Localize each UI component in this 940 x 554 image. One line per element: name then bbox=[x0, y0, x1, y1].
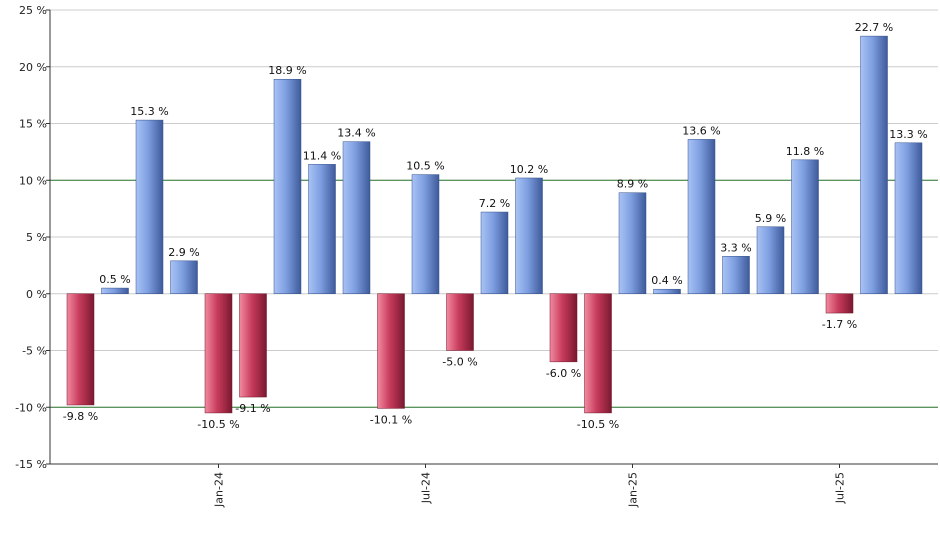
x-tick-label: Jan-25 bbox=[627, 472, 640, 508]
bar-negative bbox=[584, 293, 612, 414]
bar-value-label: 2.9 % bbox=[168, 246, 199, 259]
bar-positive bbox=[135, 119, 164, 294]
bar-positive bbox=[515, 177, 543, 294]
bar-positive bbox=[756, 226, 785, 294]
bar-value-label: 15.3 % bbox=[130, 105, 168, 118]
bar-negative bbox=[446, 293, 474, 351]
bar-positive bbox=[308, 164, 336, 294]
bar-positive bbox=[894, 142, 923, 294]
y-tick-label: 0 % bbox=[26, 288, 47, 301]
bar-positive bbox=[480, 211, 509, 294]
bar-value-label: 11.8 % bbox=[786, 145, 824, 158]
bar-value-label: -1.7 % bbox=[822, 318, 857, 331]
bar-positive bbox=[860, 35, 888, 294]
y-tick-label: 5 % bbox=[26, 231, 47, 244]
bar-value-label: 10.5 % bbox=[406, 160, 444, 173]
bar-value-label: -9.8 % bbox=[63, 410, 98, 423]
bar-value-label: -10.5 % bbox=[577, 418, 619, 431]
bar-value-label: -10.5 % bbox=[197, 418, 239, 431]
bar-positive bbox=[273, 78, 302, 294]
bar-negative bbox=[204, 293, 233, 414]
bars bbox=[66, 35, 923, 414]
y-tick-label: 20 % bbox=[19, 61, 47, 74]
bar-positive bbox=[618, 192, 647, 294]
y-tick-label: -10 % bbox=[15, 401, 47, 414]
bar-negative bbox=[66, 293, 95, 406]
bar-value-label: 8.9 % bbox=[617, 178, 648, 191]
bar-value-label: 3.3 % bbox=[720, 241, 751, 254]
bar-positive bbox=[722, 256, 750, 295]
bar-value-label: 13.3 % bbox=[889, 128, 927, 141]
bar-negative bbox=[239, 293, 267, 398]
bar-value-label: 13.4 % bbox=[337, 127, 375, 140]
bar-positive bbox=[170, 260, 198, 294]
y-tick-label: -5 % bbox=[22, 345, 47, 358]
bar-positive bbox=[411, 174, 440, 294]
value-labels: -9.8 % 0.5 % 15.3 % 2.9 % -10.5 % -9.1 % 18.9 … bbox=[63, 21, 928, 431]
reference-lines bbox=[50, 179, 938, 408]
bar-negative bbox=[549, 293, 578, 363]
bar-positive bbox=[653, 288, 681, 294]
bar-positive bbox=[791, 159, 819, 294]
bar-value-label: 13.6 % bbox=[682, 124, 720, 137]
bar-value-label: 5.9 % bbox=[755, 212, 786, 225]
y-tick-label: 25 % bbox=[19, 4, 47, 17]
bar-value-label: -10.1 % bbox=[370, 413, 412, 426]
y-tick-label: -15 % bbox=[15, 458, 47, 471]
bar-positive bbox=[687, 139, 716, 294]
bar-value-label: -9.1 % bbox=[235, 402, 270, 415]
bar-value-label: 10.2 % bbox=[510, 163, 548, 176]
bar-positive bbox=[342, 141, 371, 294]
bar-value-label: 18.9 % bbox=[268, 64, 306, 77]
bar-negative bbox=[825, 293, 854, 314]
bar-value-label: -5.0 % bbox=[442, 356, 477, 369]
y-tick-label: 10 % bbox=[19, 174, 47, 187]
x-tick-label: Jan-24 bbox=[213, 472, 226, 508]
bar-value-label: -6.0 % bbox=[546, 367, 581, 380]
bar-value-label: 7.2 % bbox=[479, 197, 510, 210]
x-tick-label: Jul-24 bbox=[420, 472, 433, 504]
bar-value-label: 0.5 % bbox=[99, 273, 130, 286]
axes: -15 % -10 % -5 % 0 % 5 % 10 % 15 % 20 % 25 % Jan-… bbox=[15, 4, 938, 508]
y-tick-label: 15 % bbox=[19, 118, 47, 131]
x-tick-label: Jul-25 bbox=[834, 472, 847, 504]
bar-positive bbox=[101, 287, 129, 295]
bar-value-label: 11.4 % bbox=[303, 149, 341, 162]
bar-value-label: 0.4 % bbox=[651, 274, 682, 287]
bar-negative bbox=[377, 293, 405, 409]
bar-value-label: 22.7 % bbox=[855, 21, 893, 34]
